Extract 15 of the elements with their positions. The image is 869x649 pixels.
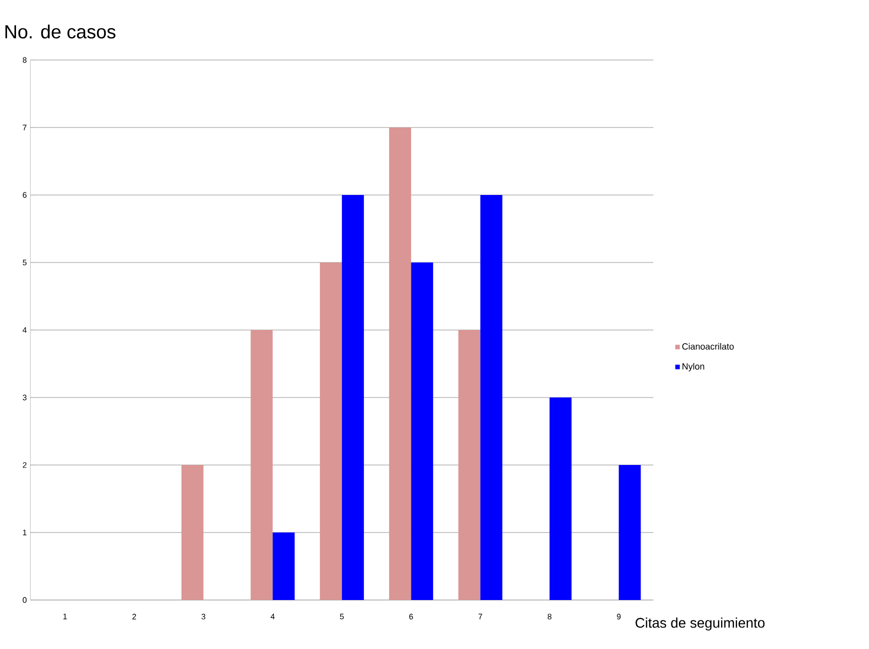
bar [550, 398, 572, 600]
y-axis-title: No. de casos [5, 24, 116, 38]
bar [272, 532, 295, 600]
bar [342, 195, 364, 600]
bar [411, 262, 434, 600]
bar [389, 128, 412, 600]
bar [618, 465, 641, 600]
bar [320, 262, 342, 600]
legend-label: Nylon [682, 362, 704, 372]
bar [181, 465, 204, 600]
x-axis-title: Citas de seguimiento [636, 618, 765, 631]
legend-label: Cianoacrilato [682, 343, 734, 350]
bar [480, 195, 502, 600]
bar [458, 330, 480, 600]
bar [250, 330, 273, 600]
